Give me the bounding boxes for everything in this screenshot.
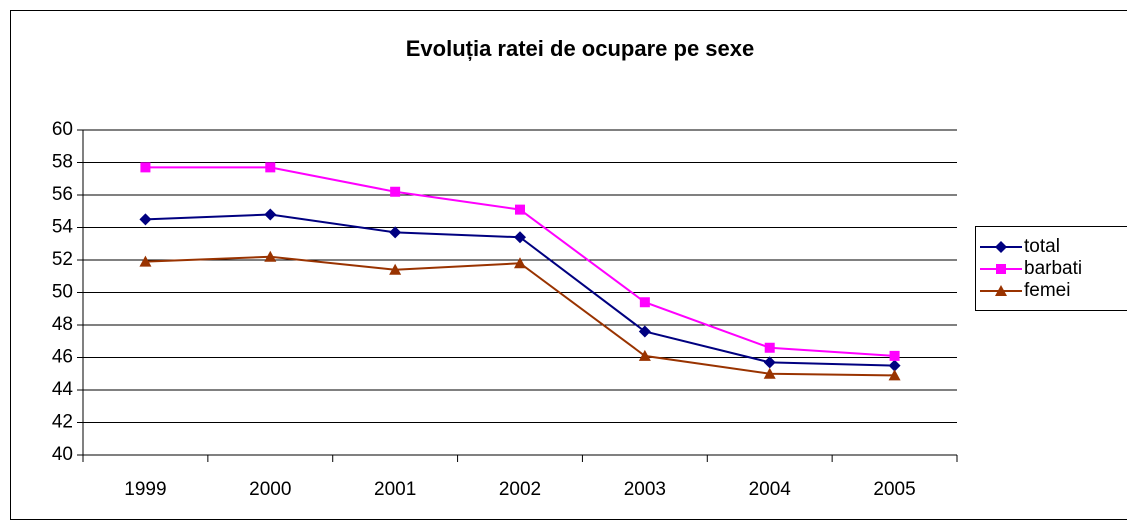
marker bbox=[995, 241, 1007, 253]
marker bbox=[140, 162, 151, 173]
marker bbox=[264, 208, 277, 221]
x-tick-label: 2001 bbox=[374, 479, 416, 500]
y-tick-label: 44 bbox=[52, 379, 74, 400]
marker bbox=[638, 349, 651, 361]
chart-border bbox=[10, 10, 1127, 520]
marker bbox=[139, 213, 152, 226]
marker bbox=[390, 186, 401, 197]
marker bbox=[265, 162, 276, 173]
marker bbox=[996, 264, 1006, 274]
marker bbox=[888, 359, 901, 372]
marker bbox=[515, 204, 525, 215]
y-tick-label: 56 bbox=[52, 184, 73, 205]
x-tick-label: 1999 bbox=[124, 479, 166, 500]
y-tick-label: 50 bbox=[52, 282, 73, 303]
y-tick-label: 58 bbox=[52, 152, 73, 173]
marker bbox=[763, 356, 776, 369]
y-tick-label: 54 bbox=[52, 217, 74, 238]
marker bbox=[764, 342, 775, 353]
y-tick-label: 48 bbox=[52, 314, 73, 335]
legend-label: total bbox=[1024, 236, 1060, 257]
x-tick-label: 2002 bbox=[499, 479, 541, 500]
y-tick-label: 46 bbox=[52, 347, 73, 368]
y-tick-label: 52 bbox=[52, 249, 73, 270]
marker bbox=[389, 226, 402, 239]
marker bbox=[389, 263, 402, 275]
x-tick-label: 2004 bbox=[749, 479, 792, 500]
marker bbox=[514, 231, 526, 244]
marker bbox=[514, 257, 526, 269]
x-tick-label: 2000 bbox=[249, 479, 291, 500]
x-tick-label: 2005 bbox=[873, 479, 915, 500]
y-tick-label: 42 bbox=[52, 412, 73, 433]
marker bbox=[763, 367, 776, 379]
legend-label: barbati bbox=[1024, 258, 1082, 279]
marker bbox=[264, 250, 277, 262]
marker bbox=[139, 255, 152, 267]
legend-label: femei bbox=[1024, 280, 1070, 301]
x-tick-label: 2003 bbox=[624, 479, 666, 500]
y-tick-label: 60 bbox=[52, 119, 73, 140]
marker bbox=[995, 285, 1007, 296]
chart-title: Evoluția ratei de ocupare pe sexe bbox=[406, 36, 754, 61]
marker bbox=[639, 297, 650, 308]
marker bbox=[889, 350, 900, 361]
marker bbox=[888, 369, 901, 381]
marker bbox=[638, 325, 651, 338]
y-tick-label: 40 bbox=[52, 444, 73, 465]
